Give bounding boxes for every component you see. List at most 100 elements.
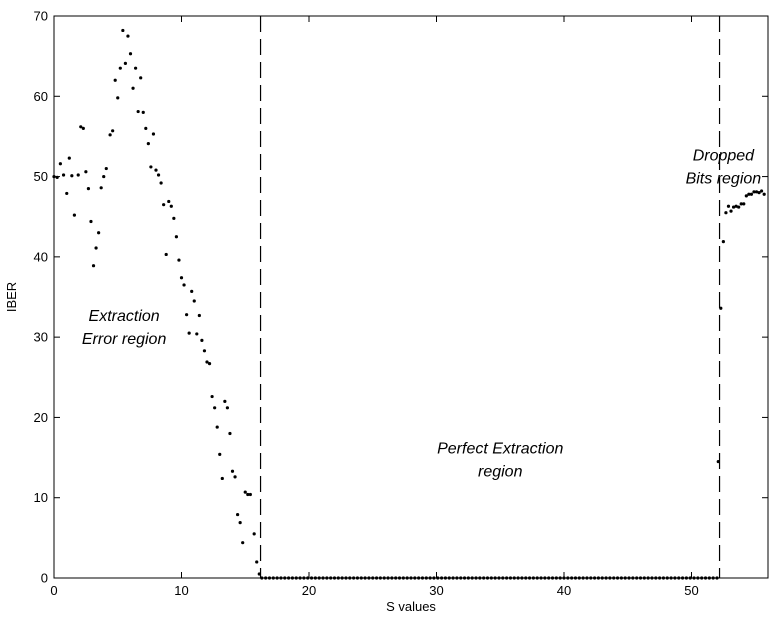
data-point — [466, 576, 470, 580]
data-point — [329, 576, 333, 580]
data-point — [139, 76, 143, 80]
x-tick-label: 10 — [174, 583, 188, 598]
region-annotations: Extraction Error region Perfect Extraction… — [82, 148, 761, 481]
data-point — [600, 576, 604, 580]
data-point — [179, 276, 184, 280]
data-point — [593, 576, 597, 580]
data-point — [136, 109, 140, 114]
data-point — [243, 490, 247, 494]
data-point — [104, 166, 108, 171]
y-tick-label: 70 — [34, 9, 48, 24]
y-tick-label: 40 — [34, 249, 48, 264]
data-point — [744, 194, 748, 198]
data-point — [177, 258, 181, 262]
data-point — [642, 576, 646, 580]
data-point — [91, 264, 96, 268]
data-point — [742, 202, 746, 206]
data-point — [394, 576, 398, 580]
data-point — [696, 576, 700, 580]
data-point — [550, 576, 555, 580]
data-point — [257, 572, 261, 576]
data-point — [102, 174, 106, 179]
data-point — [382, 576, 386, 580]
data-point — [302, 576, 306, 580]
data-point — [363, 576, 367, 580]
data-point — [524, 576, 528, 580]
data-point — [482, 576, 486, 580]
data-point — [86, 187, 91, 191]
data-point — [65, 191, 69, 196]
data-point — [118, 66, 122, 70]
data-point — [635, 576, 639, 580]
data-point — [729, 209, 733, 213]
data-point — [612, 576, 616, 580]
data-point — [58, 162, 62, 166]
data-point — [501, 576, 505, 580]
annotation-perfect-extraction: Perfect Extraction region — [437, 441, 563, 481]
data-point — [97, 231, 101, 235]
data-point — [417, 576, 421, 580]
x-tick-label: 0 — [50, 583, 57, 598]
data-point — [474, 576, 478, 580]
data-point — [497, 576, 501, 580]
y-tick-label: 50 — [34, 169, 48, 184]
data-point — [164, 252, 168, 257]
data-point — [162, 203, 166, 207]
data-point — [230, 469, 235, 473]
data-point — [627, 576, 631, 580]
annotation-dropped-bits: Dropped Bits region — [686, 148, 762, 188]
data-point — [716, 459, 720, 464]
data-point — [84, 170, 88, 174]
data-point — [149, 165, 153, 169]
data-point — [677, 576, 681, 580]
data-point — [207, 362, 212, 366]
data-point — [336, 576, 340, 580]
data-point — [413, 576, 417, 580]
data-point — [762, 192, 766, 196]
data-point — [141, 110, 145, 114]
y-tick-label: 10 — [34, 490, 48, 505]
x-tick-label: 50 — [684, 583, 698, 598]
data-point — [692, 576, 696, 580]
data-point — [654, 576, 658, 580]
data-point — [535, 576, 539, 580]
data-point — [225, 406, 229, 410]
data-point — [749, 192, 754, 196]
data-point — [271, 576, 275, 580]
data-point — [111, 129, 115, 133]
data-point — [213, 406, 217, 410]
data-point — [527, 576, 532, 580]
data-point — [734, 204, 738, 208]
data-point — [126, 34, 130, 38]
data-point — [134, 66, 138, 70]
x-axis-label: S values — [386, 599, 436, 614]
data-point — [721, 240, 725, 244]
data-point — [615, 576, 620, 580]
data-point — [218, 452, 222, 456]
data-point — [516, 576, 520, 580]
data-point — [241, 541, 245, 545]
data-point — [233, 475, 237, 479]
data-point — [409, 576, 413, 580]
data-point — [359, 576, 363, 580]
data-point — [650, 576, 654, 580]
data-point — [182, 283, 186, 287]
data-point — [638, 576, 643, 580]
data-point — [174, 235, 178, 239]
data-point — [747, 192, 751, 196]
data-point — [700, 576, 704, 580]
x-tick-label: 40 — [557, 583, 571, 598]
data-point — [451, 576, 455, 580]
data-point — [279, 576, 283, 580]
data-point — [711, 576, 715, 580]
data-point — [581, 576, 585, 580]
data-point — [210, 394, 214, 399]
data-point — [455, 576, 459, 580]
y-tick-label: 20 — [34, 410, 48, 425]
data-point — [344, 576, 348, 580]
data-point — [205, 360, 209, 364]
data-point — [81, 126, 85, 130]
data-point — [298, 576, 302, 580]
data-point — [156, 173, 161, 177]
data-point — [737, 205, 741, 209]
